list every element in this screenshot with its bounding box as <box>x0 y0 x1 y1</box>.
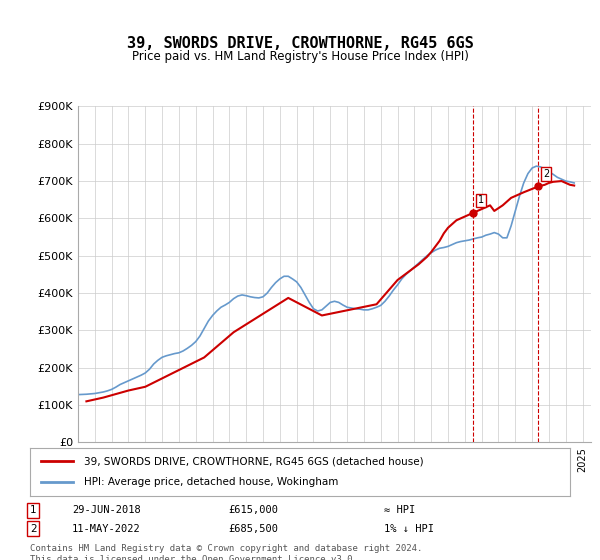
Text: £615,000: £615,000 <box>228 505 278 515</box>
Text: 1: 1 <box>30 505 37 515</box>
Text: HPI: Average price, detached house, Wokingham: HPI: Average price, detached house, Woki… <box>84 477 338 487</box>
Text: 2: 2 <box>543 169 550 179</box>
Text: 39, SWORDS DRIVE, CROWTHORNE, RG45 6GS: 39, SWORDS DRIVE, CROWTHORNE, RG45 6GS <box>127 36 473 52</box>
Text: 1: 1 <box>478 195 484 206</box>
Text: ≈ HPI: ≈ HPI <box>384 505 415 515</box>
Text: Price paid vs. HM Land Registry's House Price Index (HPI): Price paid vs. HM Land Registry's House … <box>131 50 469 63</box>
Text: 2: 2 <box>30 524 37 534</box>
Text: Contains HM Land Registry data © Crown copyright and database right 2024.
This d: Contains HM Land Registry data © Crown c… <box>30 544 422 560</box>
Text: 39, SWORDS DRIVE, CROWTHORNE, RG45 6GS (detached house): 39, SWORDS DRIVE, CROWTHORNE, RG45 6GS (… <box>84 456 424 466</box>
Text: £685,500: £685,500 <box>228 524 278 534</box>
Text: 11-MAY-2022: 11-MAY-2022 <box>72 524 141 534</box>
Text: 1% ↓ HPI: 1% ↓ HPI <box>384 524 434 534</box>
Text: 29-JUN-2018: 29-JUN-2018 <box>72 505 141 515</box>
